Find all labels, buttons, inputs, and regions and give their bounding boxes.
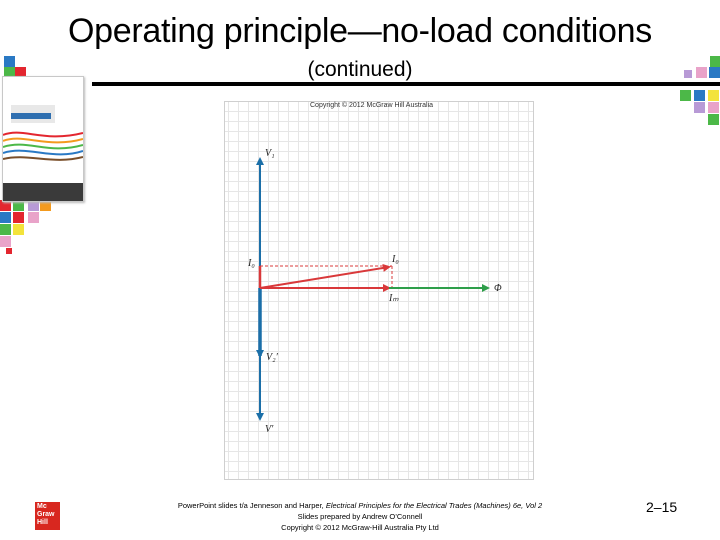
footer-copyright: Copyright © 2012 McGraw-Hill Australia P… — [281, 523, 439, 532]
label-v-prime: V′ — [265, 424, 274, 435]
label-phi: Φ — [494, 283, 502, 294]
slide-footer: PowerPoint slides t/a Jenneson and Harpe… — [130, 500, 590, 533]
footer-book-title: Electrical Principles for the Electrical… — [325, 501, 543, 510]
footer-credit: PowerPoint slides t/a Jenneson and Harpe… — [177, 501, 326, 510]
book-cover-image — [2, 76, 84, 202]
slide-number: 2–15 — [646, 499, 678, 515]
footer-prepared-by: Slides prepared by Andrew O’Connell — [297, 512, 423, 521]
label-i0: I₀ — [392, 254, 399, 265]
title-divider — [92, 82, 720, 86]
phasor-diagram — [256, 157, 490, 421]
phasor-diagram-panel — [224, 101, 534, 480]
mcgraw-hill-logo: Mc Graw Hill — [35, 502, 60, 530]
label-v2-prime: V₂′ — [266, 352, 278, 363]
label-i-phi: I₀ — [248, 258, 255, 269]
figure-copyright: Copyright © 2012 McGraw Hill Australia — [310, 102, 434, 109]
label-v1: V₁ — [265, 148, 275, 159]
i0-phasor — [259, 264, 391, 289]
label-im: Iₘ — [389, 293, 399, 304]
slide-title: Operating principle—no-load conditions — [68, 12, 652, 50]
slide-subtitle: (continued) — [307, 58, 413, 81]
